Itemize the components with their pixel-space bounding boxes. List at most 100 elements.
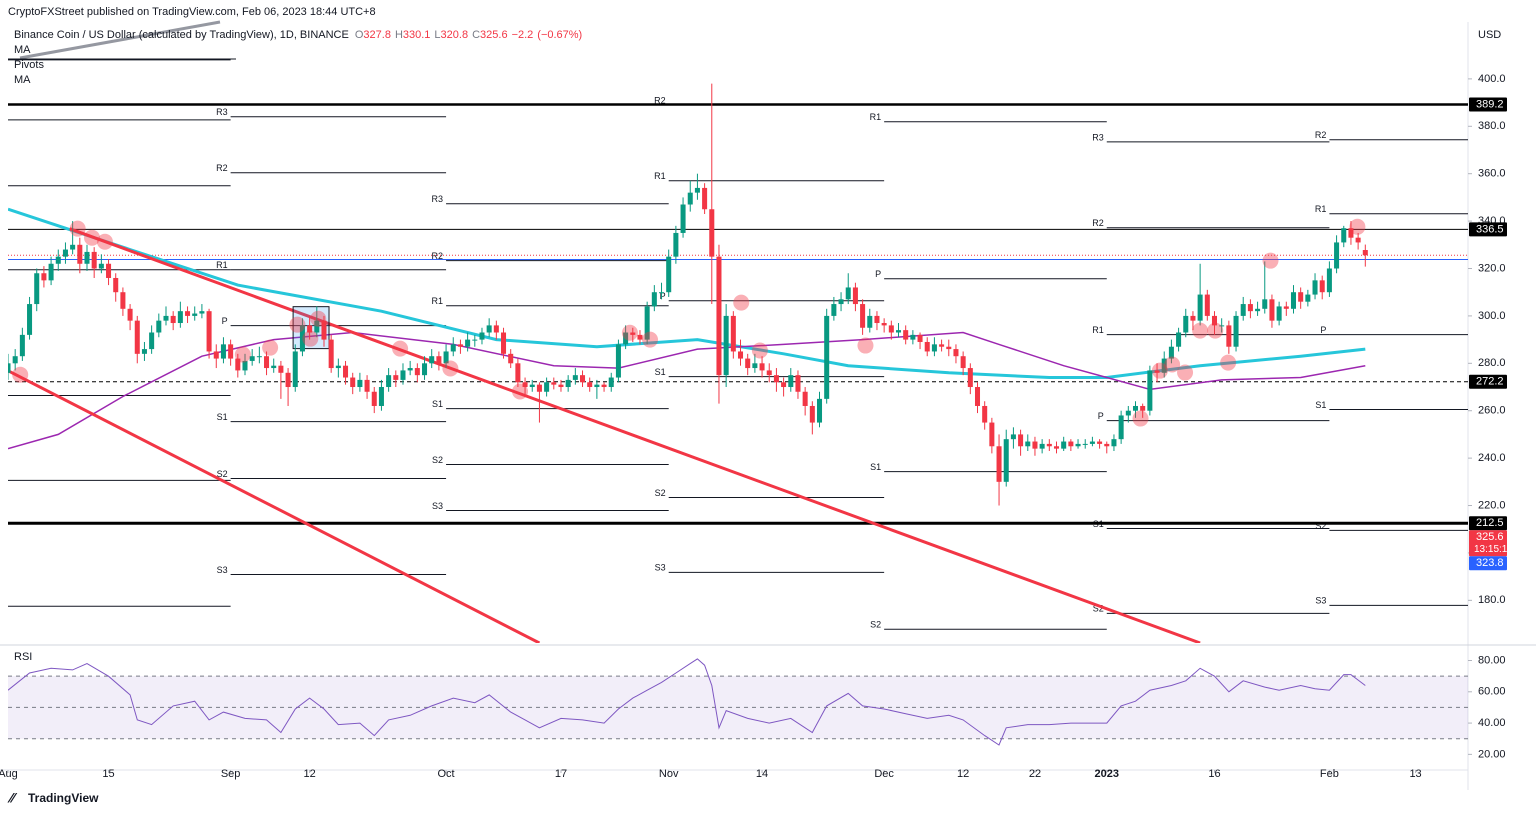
candle-body xyxy=(285,372,291,388)
candle-body xyxy=(307,325,313,333)
candle-body xyxy=(314,320,320,333)
candle-body xyxy=(788,375,794,388)
candle-body xyxy=(1269,299,1275,321)
symbol-line: Binance Coin / US Dollar (calculated by … xyxy=(14,29,582,41)
candle-body xyxy=(536,384,542,392)
highlight-circle xyxy=(84,229,101,246)
indicator-label: Pivots xyxy=(14,59,44,71)
candle-body xyxy=(996,446,1002,482)
candle-body xyxy=(960,356,966,369)
highlight-circle xyxy=(512,383,529,400)
candle-body xyxy=(1276,306,1282,321)
candle-body xyxy=(1132,405,1139,411)
candle-body xyxy=(407,368,413,371)
candle-body xyxy=(249,356,255,361)
candle-body xyxy=(328,339,334,369)
x-tick-label: Dec xyxy=(874,768,894,780)
candle-body xyxy=(1262,299,1268,309)
candle-body xyxy=(723,315,729,376)
candle-body xyxy=(141,349,147,354)
pivot-label: S2 xyxy=(1315,521,1326,531)
candle-body xyxy=(321,320,327,340)
candle-body xyxy=(127,308,133,321)
candle-body xyxy=(185,311,191,316)
candle-body xyxy=(1233,315,1239,347)
candle-body xyxy=(515,363,521,383)
candle-body xyxy=(1197,294,1203,321)
candle-body xyxy=(1161,358,1167,373)
pivot-label: S3 xyxy=(1315,596,1326,606)
highlight-circle xyxy=(1192,322,1209,339)
candle-body xyxy=(874,315,880,324)
highlight-circle xyxy=(621,324,638,341)
rsi-tick-label: 40.00 xyxy=(1478,717,1506,729)
x-tick-label: 15 xyxy=(102,768,114,780)
candle-body xyxy=(163,315,169,321)
highlight-circle xyxy=(642,331,659,348)
y-tick-label: 280.0 xyxy=(1478,357,1506,369)
highlight-circle xyxy=(234,346,251,363)
highlight-circle xyxy=(302,330,319,347)
pivot-label: S3 xyxy=(655,563,666,573)
candle-body xyxy=(1168,346,1174,359)
price-label-box xyxy=(1469,97,1507,112)
candle-body xyxy=(852,287,858,305)
rsi-tick-label: 60.00 xyxy=(1478,686,1506,698)
candle-body xyxy=(824,315,830,399)
candle-body xyxy=(687,192,693,205)
moving-average xyxy=(8,207,1366,379)
highlight-circle xyxy=(1262,252,1279,269)
candle-body xyxy=(1176,332,1182,347)
candle-body xyxy=(522,382,528,388)
candle-body xyxy=(1247,304,1253,312)
pivot-label: S1 xyxy=(870,462,881,472)
candle-body xyxy=(84,251,90,264)
candle-body xyxy=(917,334,923,342)
indicator-label: MA xyxy=(14,74,31,86)
candle-body xyxy=(1348,228,1354,238)
candle-body xyxy=(716,256,722,376)
candle-body xyxy=(177,311,183,324)
candle-body xyxy=(1003,439,1009,482)
highlight-circle xyxy=(1207,322,1224,339)
candle-body xyxy=(565,379,571,388)
candle-body xyxy=(149,332,155,350)
candle-body xyxy=(903,330,909,340)
highlight-circle xyxy=(289,316,306,333)
highlight-circle xyxy=(857,337,874,354)
trendline xyxy=(69,227,1201,643)
candle-body xyxy=(1183,315,1189,333)
pivot-label: S2 xyxy=(655,488,666,498)
candle-body xyxy=(888,325,894,333)
y-tick-label: 320.0 xyxy=(1478,262,1506,274)
candle-body xyxy=(773,375,779,383)
pivot-label: S2 xyxy=(870,620,881,630)
highlight-circle xyxy=(1151,362,1168,379)
candle-body xyxy=(1204,294,1210,316)
candle-body xyxy=(450,344,456,352)
candle-body xyxy=(386,375,392,388)
y-tick-label: 360.0 xyxy=(1478,168,1506,180)
candle-body xyxy=(809,405,815,423)
candle-body xyxy=(551,382,557,385)
candle-body xyxy=(429,356,435,364)
candle-body xyxy=(795,375,801,392)
candle-body xyxy=(357,379,363,388)
candle-body xyxy=(939,344,945,347)
indicator-label: MA xyxy=(14,44,31,56)
y-tick-label: 300.0 xyxy=(1478,310,1506,322)
highlight-circle xyxy=(12,366,29,383)
candle-body xyxy=(630,332,636,335)
candle-body xyxy=(680,204,686,233)
candle-body xyxy=(867,315,873,328)
candle-body xyxy=(1147,370,1153,411)
candle-body xyxy=(572,375,578,380)
candle-body xyxy=(845,287,851,300)
x-tick-label: 17 xyxy=(555,768,567,780)
candle-body xyxy=(256,356,262,358)
candle-body xyxy=(271,365,277,369)
candle-body xyxy=(623,332,629,345)
highlight-circle xyxy=(1349,218,1366,235)
candle-body xyxy=(34,273,40,305)
candle-body xyxy=(422,363,428,376)
